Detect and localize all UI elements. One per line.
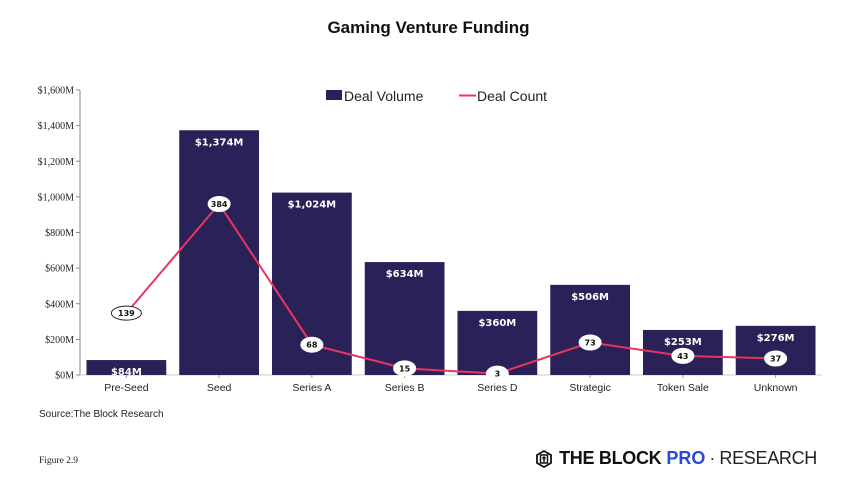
data-point-marker <box>578 334 602 351</box>
logo-research: RESEARCH <box>719 448 817 468</box>
data-point-marker <box>393 360 417 377</box>
block-cube-icon <box>536 449 552 468</box>
data-point-label: 68 <box>306 341 318 350</box>
data-point-label: 3 <box>495 370 501 379</box>
bar-value-label: $253M <box>664 337 702 348</box>
source-note: Source:The Block Research <box>39 409 164 420</box>
data-point-label: 139 <box>118 309 135 318</box>
y-tick-label: $1,400M <box>38 121 75 132</box>
figure-label: Figure 2.9 <box>39 456 79 466</box>
x-tick-label: Seed <box>207 382 232 394</box>
y-tick-label: $1,600M <box>38 86 75 97</box>
bar-value-label: $360M <box>478 318 516 329</box>
y-tick-label: $1,200M <box>38 157 75 168</box>
bar <box>364 262 445 375</box>
bars: $84M $1,374M $1,024M $634M $360M $506M $253M $2… <box>86 130 816 378</box>
deal-count-series-line <box>125 202 776 375</box>
deal-count-line: 139 384 68 15 3 73 43 37 <box>110 196 788 382</box>
data-point-marker <box>207 196 231 212</box>
data-point-label: 15 <box>399 364 411 373</box>
y-tick-label: $800M <box>45 228 74 239</box>
bar <box>550 284 631 375</box>
y-tick-label: $0M <box>55 371 74 382</box>
data-point-label: 73 <box>585 338 596 347</box>
bar-value-label: $276M <box>757 333 795 344</box>
data-point-marker <box>671 347 695 364</box>
legend-swatch-deal-volume <box>326 90 342 100</box>
logo-brand: THE BLOCK <box>559 448 662 468</box>
legend-label-deal-volume: Deal Volume <box>344 88 424 104</box>
the-block-logo: THE BLOCK PRO · RESEARCH <box>535 448 817 469</box>
legend-label-deal-count: Deal Count <box>477 88 547 104</box>
data-point-marker <box>764 350 788 367</box>
y-tick-label: $1,000M <box>38 192 75 203</box>
chart-title: Gaming Venture Funding <box>327 18 530 37</box>
x-tick-label: Token Sale <box>657 382 709 394</box>
y-tick-label: $200M <box>45 335 74 346</box>
x-tick-label: Series D <box>477 382 518 394</box>
y-tick-label: $600M <box>45 264 74 275</box>
data-point-label: 43 <box>677 352 688 361</box>
category-labels: Pre-Seed Seed Series A Series B Series D Stra… <box>104 375 798 394</box>
bar <box>735 325 816 375</box>
x-tick-label: Strategic <box>569 382 610 394</box>
x-tick-label: Unknown <box>754 382 798 394</box>
x-tick-label: Series A <box>292 382 331 394</box>
logo-separator: · <box>709 448 716 468</box>
data-point-marker <box>300 336 324 353</box>
x-tick-label: Series B <box>385 382 425 394</box>
data-point-label: 384 <box>211 200 228 209</box>
bar-value-label: $634M <box>386 269 424 280</box>
bar-value-label: $506M <box>571 292 609 303</box>
legend: Deal Volume Deal Count <box>326 88 547 104</box>
bar-value-label: $1,374M <box>195 137 244 148</box>
data-point-marker <box>110 305 142 321</box>
data-point-label: 37 <box>770 355 781 364</box>
x-tick-label: Pre-Seed <box>104 382 149 394</box>
y-axis: $0M $200M $400M $600M $800M $1,000M $1,200M $1,… <box>38 86 822 382</box>
bar-value-label: $84M <box>111 367 142 378</box>
bar <box>86 360 167 375</box>
bar <box>179 130 260 375</box>
data-point-marker <box>485 365 509 382</box>
bar-value-label: $1,024M <box>288 200 337 211</box>
y-tick-label: $400M <box>45 299 74 310</box>
logo-pro: PRO <box>666 448 706 468</box>
